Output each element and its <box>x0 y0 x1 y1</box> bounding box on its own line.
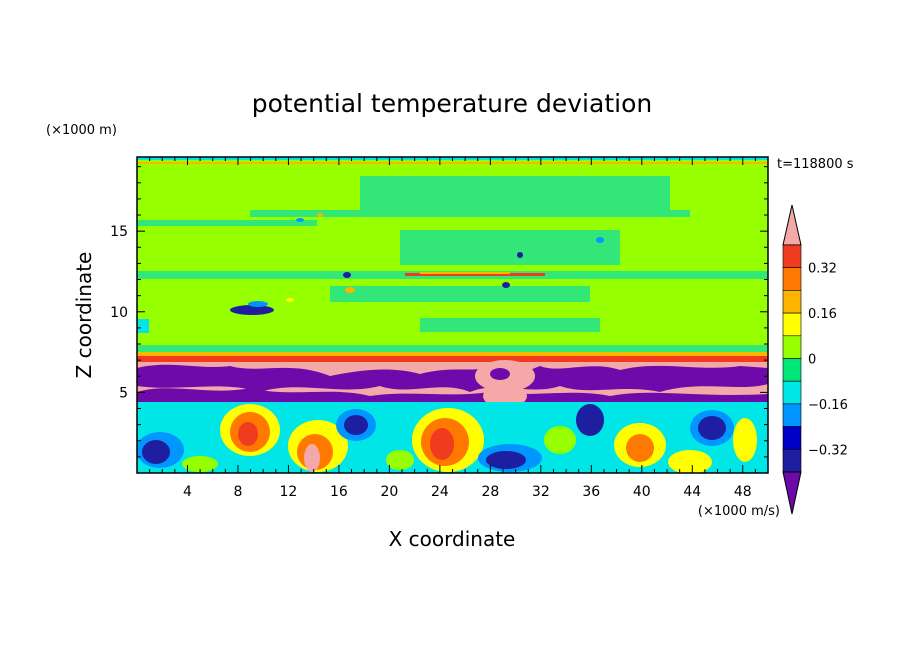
warm-dot-c <box>286 298 294 302</box>
x-unit-label: (×1000 m/s) <box>698 504 780 519</box>
colorbar-level <box>782 290 802 314</box>
neutral-strip-left <box>137 220 317 226</box>
y-tick-label: 5 <box>119 385 128 401</box>
mid-neutral-patch <box>400 230 620 265</box>
inversion-red-line <box>137 356 768 362</box>
x-tick-label: 12 <box>280 484 298 500</box>
field-layer <box>137 157 768 473</box>
y-tick-label: 10 <box>110 305 128 321</box>
warm-streak-edge <box>420 272 510 274</box>
colorbar-level <box>782 335 802 359</box>
y-unit-label: (×1000 m) <box>46 123 117 138</box>
warm-streak <box>405 273 545 276</box>
eddy-n2 <box>182 456 218 472</box>
warm-dot-a <box>317 213 323 217</box>
colorbar-label: −0.32 <box>808 443 848 458</box>
x-tick-label: 40 <box>633 484 651 500</box>
colorbar-level <box>782 448 802 473</box>
colorbar-level <box>782 312 802 337</box>
x-tick-label: 16 <box>330 484 348 500</box>
eddy-w1-core <box>238 422 258 446</box>
cold-blob-b <box>248 301 268 307</box>
time-label: t=118800 s <box>777 157 854 172</box>
eddy-w5 <box>668 450 712 473</box>
x-tick-label: 32 <box>532 484 550 500</box>
colorbar-label: 0.16 <box>808 307 837 322</box>
eddy-c5 <box>576 404 604 436</box>
colorbar-label: −0.16 <box>808 398 848 413</box>
colorbar-label: 0 <box>808 353 816 368</box>
cold-layer-upper <box>137 364 768 392</box>
colorbar-under-triangle <box>782 471 802 515</box>
neutral-patch-9km <box>420 318 600 332</box>
cold-blob-a <box>230 305 274 315</box>
eddy-w4-core <box>626 434 654 462</box>
chart-title: potential temperature deviation <box>252 89 652 118</box>
edge-patch-left <box>137 319 149 333</box>
neutral-patch-11km <box>330 286 590 302</box>
x-tick-label: 20 <box>380 484 398 500</box>
eddy-w6 <box>733 418 757 462</box>
cold-layer-lower <box>137 388 768 404</box>
cold-dot-e <box>296 218 304 222</box>
x-tick-label: 36 <box>582 484 600 500</box>
x-axis-ticks: 4 8 12 16 20 24 28 32 36 40 44 48 <box>149 157 756 500</box>
cold-core-in-plume <box>490 368 510 380</box>
neutral-band-7km <box>137 345 768 353</box>
eddy-c1-core <box>142 440 170 464</box>
colorbar-level <box>782 358 802 382</box>
upper-neutral-strip <box>250 210 690 217</box>
inversion-top-edge <box>137 352 768 356</box>
colorbar: 0.32 0.16 0 −0.16 −0.32 <box>782 204 848 515</box>
cold-dot-b <box>502 282 510 288</box>
colorbar-level <box>782 244 802 269</box>
top-warm-line <box>137 162 768 164</box>
colorbar-label: 0.32 <box>808 262 837 277</box>
x-tick-label: 48 <box>734 484 752 500</box>
eddy-n1 <box>386 450 414 470</box>
y-axis-ticks: 5 10 15 <box>110 166 768 458</box>
x-tick-label: 28 <box>481 484 499 500</box>
x-axis-label: X coordinate <box>389 527 516 551</box>
eddy-c2-core <box>344 415 368 435</box>
warm-dot-b <box>345 287 355 293</box>
colorbar-level <box>782 403 802 427</box>
cold-dot-d <box>596 237 604 243</box>
cold-dot-c <box>517 252 523 258</box>
colorbar-level <box>782 380 802 405</box>
y-tick-label: 15 <box>110 224 128 240</box>
eddy-w3-core <box>430 428 454 460</box>
y-axis-label: Z coordinate <box>72 252 96 379</box>
x-tick-label: 44 <box>683 484 701 500</box>
x-tick-label: 4 <box>183 484 192 500</box>
colorbar-level <box>782 267 802 291</box>
eddy-c3-core <box>486 451 526 469</box>
eddy-w2-core <box>304 444 320 472</box>
x-tick-label: 8 <box>233 484 242 500</box>
x-tick-label: 24 <box>431 484 449 500</box>
upper-neutral-patch <box>360 176 670 216</box>
colorbar-level <box>782 426 802 450</box>
cold-dot-a <box>343 272 351 278</box>
eddy-n3 <box>544 426 576 454</box>
eddy-c4-core <box>698 416 726 440</box>
colorbar-over-triangle <box>782 204 802 246</box>
